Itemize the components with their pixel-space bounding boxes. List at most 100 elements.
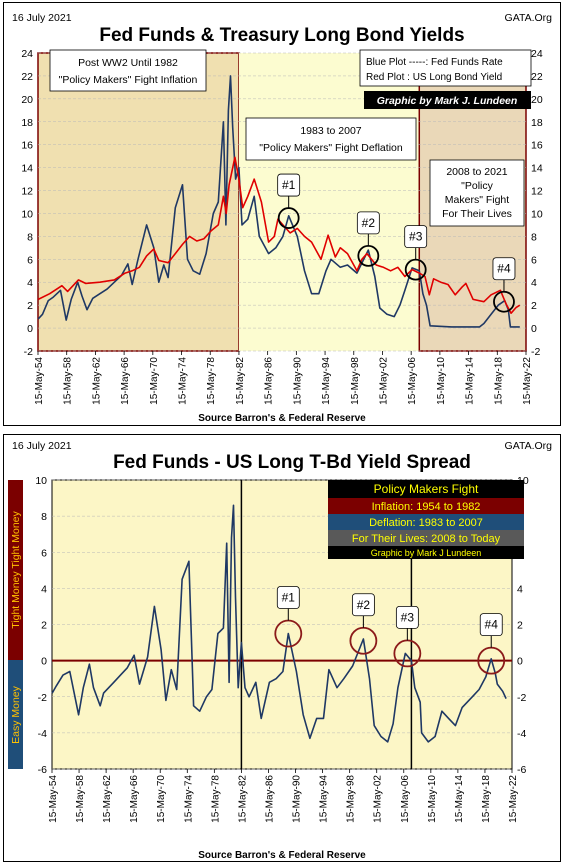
x-tick-label: 15-May-78: [206, 357, 217, 405]
y-tick-right: 6: [531, 254, 537, 266]
y-tick-right: 12: [531, 186, 543, 198]
x-tick-label: 15-May-22: [508, 775, 519, 823]
x-tick-label: 15-May-02: [373, 775, 384, 823]
x-tick-label: 15-May-18: [493, 357, 504, 405]
bottom-chart-svg: 16 July 2021 GATA.Org Fed Funds - US Lon…: [8, 440, 553, 861]
x-tick-label: 15-May-82: [235, 357, 246, 405]
y-tick-right: 4: [531, 277, 537, 289]
y-tick-left: 24: [21, 48, 33, 60]
region3-label-line3: Makers" Fight: [445, 194, 509, 206]
chart2-source: Source Barron's & Federal Reserve: [198, 850, 366, 861]
region2-label-line1: 1983 to 2007: [300, 125, 361, 137]
y-tick-left: 4: [27, 277, 33, 289]
chart1-brand: GATA.Org: [505, 12, 553, 24]
y-tick-right: -4: [517, 728, 526, 740]
y-tick-left: -4: [38, 728, 47, 740]
y-tick-left: 6: [41, 547, 47, 559]
y-tick-left: -6: [38, 764, 47, 776]
chart2-title: Fed Funds - US Long T-Bd Yield Spread: [113, 452, 471, 473]
marker-circle: [393, 639, 422, 668]
top-chart-panel: 16 July 2021 GATA.Org Fed Funds & Treasu…: [3, 2, 561, 426]
chart1-markers: #1 #2 #3 #4: [277, 173, 516, 313]
chart2-markers: #1 #2 #3 #4: [274, 586, 506, 675]
y-tick-right: -2: [517, 692, 526, 704]
marker-label-box: [404, 225, 428, 249]
chart2-x-axis: 15-May-54 15-May-58 15-May-62 15-May-66 15-M…: [48, 769, 519, 823]
chart1-series: [37, 75, 521, 328]
y-tick-left: 2: [27, 300, 33, 312]
region3-label-line4: For Their Lives: [442, 208, 512, 220]
y-tick-right: 8: [531, 231, 537, 243]
y-tick-left: 20: [21, 94, 33, 106]
legend2-deflation: Deflation: 1983 to 2007: [369, 517, 483, 529]
marker-label-box: [492, 257, 516, 281]
x-tick-label: 15-May-14: [454, 775, 465, 823]
y-tick-left: -2: [38, 692, 47, 704]
chart2-series: [51, 504, 507, 743]
x-tick-label: 15-May-70: [156, 775, 167, 823]
y-tick-right: -6: [517, 764, 526, 776]
region-inflation-bg: [37, 52, 240, 352]
y-tick-right: 0: [517, 656, 523, 668]
chart1-region3-label: 2008 to 2021 "Policy Makers" Fight For T…: [429, 159, 525, 227]
marker-label: #1: [282, 591, 296, 605]
y-tick-right: 22: [531, 71, 543, 83]
chart1-title: Fed Funds & Treasury Long Bond Yields: [99, 25, 464, 46]
y-tick-left: 14: [21, 163, 33, 175]
y-tick-left: 16: [21, 140, 33, 152]
y-tick-left: 18: [21, 117, 33, 129]
x-tick-label: 15-May-98: [346, 775, 357, 823]
x-tick-label: 15-May-14: [465, 357, 476, 405]
region3-label-line2: "Policy: [461, 180, 493, 192]
x-tick-label: 15-May-62: [102, 775, 113, 823]
marker-label: #4: [485, 618, 499, 632]
y-tick-right: 14: [531, 163, 543, 175]
y-tick-right: -2: [531, 346, 540, 358]
x-tick-label: 15-May-06: [407, 357, 418, 405]
x-tick-label: 15-May-74: [183, 775, 194, 823]
legend2-inflation: Inflation: 1954 to 1982: [372, 501, 481, 513]
chart1-legend: Blue Plot -----: Fed Funds Rate Red Plot…: [359, 49, 532, 109]
y-tick-left: 2: [41, 620, 47, 632]
marker-label-box: [479, 613, 503, 637]
region1-label-line1: Post WW2 Until 1982: [78, 57, 178, 69]
legend-credit: Graphic by Mark J. Lundeen: [377, 95, 518, 107]
x-tick-label: 15-May-06: [400, 775, 411, 823]
marker-label: #4: [497, 262, 511, 276]
x-tick-label: 15-May-66: [120, 357, 131, 405]
x-tick-label: 15-May-58: [63, 357, 74, 405]
marker-label-box: [356, 211, 380, 235]
x-tick-label: 15-May-62: [91, 357, 102, 405]
chart2-legend: Policy Makers Fight Inflation: 1954 to 1…: [328, 480, 524, 559]
y-tick-left: 12: [21, 186, 33, 198]
chart1-source: Source Barron's & Federal Reserve: [198, 413, 366, 424]
x-tick-label: 15-May-82: [237, 775, 248, 823]
x-tick-label: 15-May-18: [481, 775, 492, 823]
y-tick-left: 8: [27, 231, 33, 243]
x-tick-label: 15-May-90: [292, 357, 303, 405]
x-tick-label: 15-May-22: [522, 357, 533, 405]
y-tick-right: 4: [517, 583, 523, 595]
x-tick-label: 15-May-02: [378, 357, 389, 405]
x-tick-label: 15-May-86: [264, 775, 275, 823]
x-tick-label: 15-May-94: [319, 775, 330, 823]
y-tick-left: 10: [35, 475, 47, 487]
y-tick-right: 24: [531, 48, 543, 60]
region3-label-line1: 2008 to 2021: [446, 166, 507, 178]
x-tick-label: 15-May-10: [427, 775, 438, 823]
chart2-brand: GATA.Org: [505, 440, 553, 452]
y-tick-right: 2: [517, 620, 523, 632]
legend2-title: Policy Makers Fight: [374, 482, 479, 496]
y-tick-left: 0: [27, 323, 33, 335]
side-label-easy: Easy Money: [10, 685, 22, 744]
bottom-chart-panel: 16 July 2021 GATA.Org Fed Funds - US Lon…: [3, 434, 561, 862]
chart2-side-band: Tight Money Tight Money Easy Money: [8, 480, 23, 769]
chart2-gridlines: [52, 479, 512, 770]
region2-label-line2: "Policy Makers" Fight Deflation: [259, 142, 403, 154]
series-line-us-long-bond-yield: [37, 156, 521, 314]
chart1-region1-label: Post WW2 Until 1982 "Policy Makers" Figh…: [49, 49, 207, 92]
y-tick-right: 18: [531, 117, 543, 129]
marker-label: #1: [282, 178, 296, 192]
